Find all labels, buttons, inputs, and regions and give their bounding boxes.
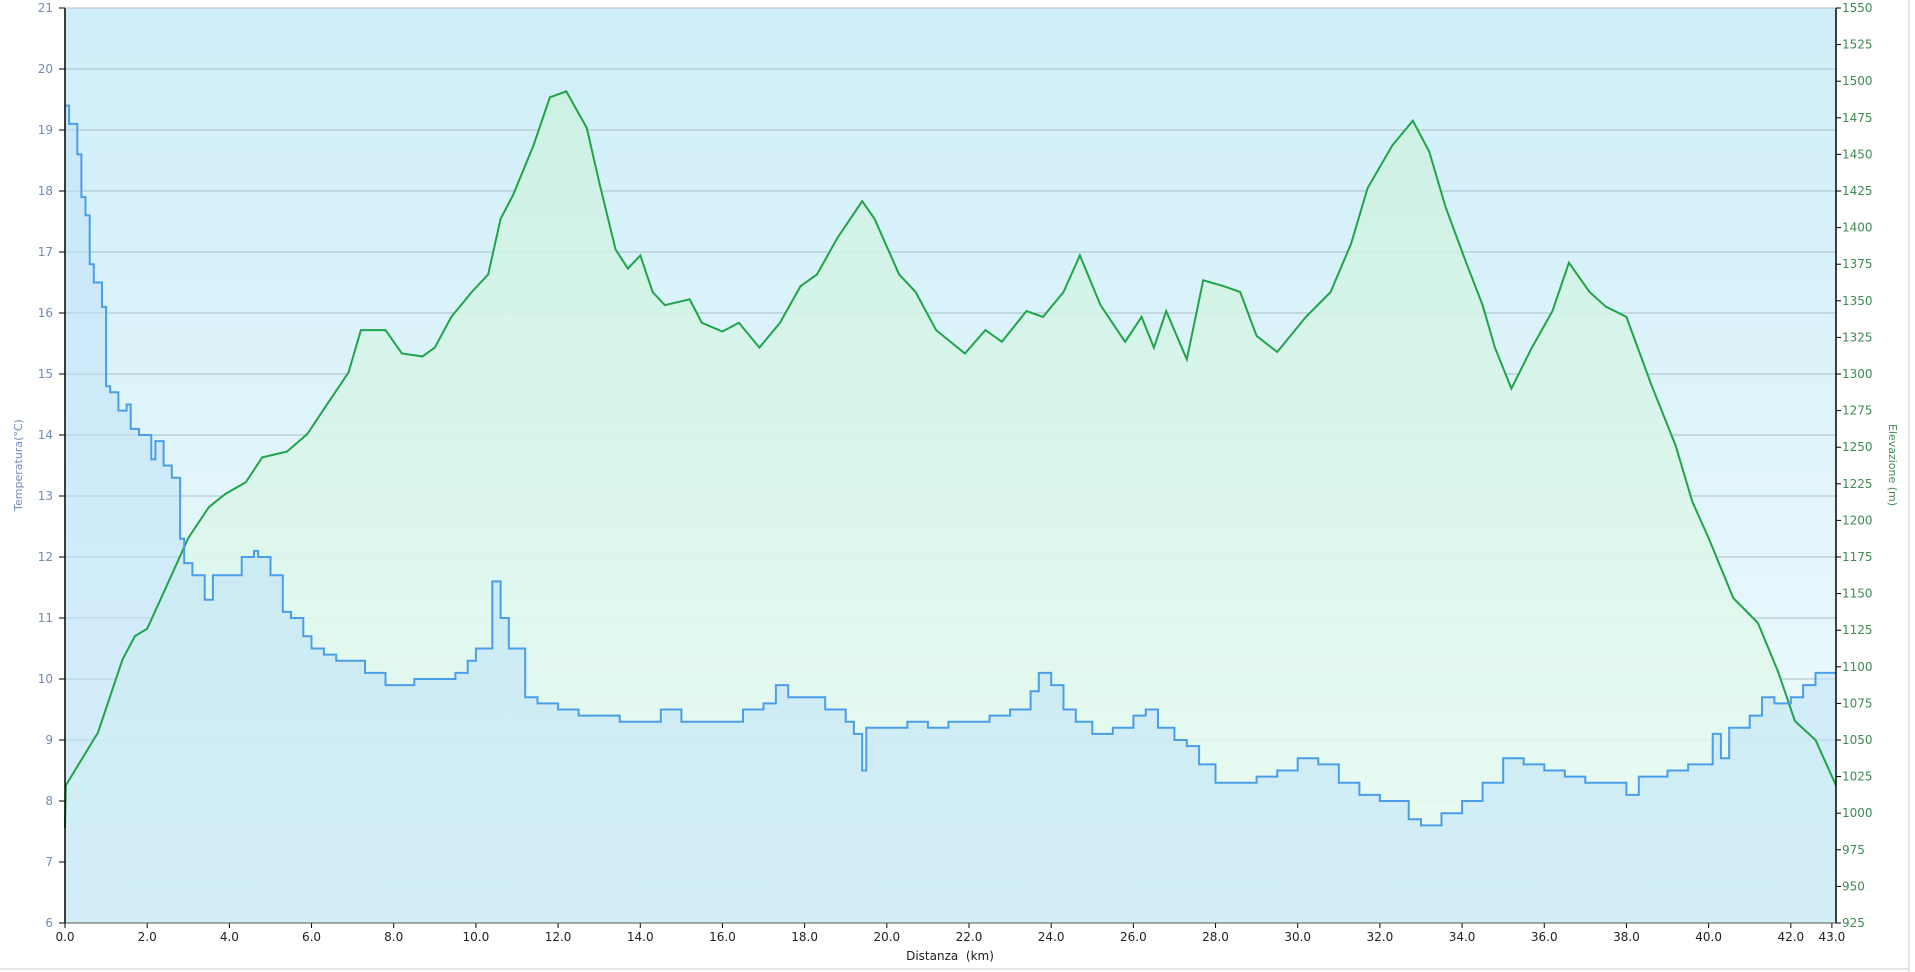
x-tick-label: 18.0 — [791, 930, 818, 944]
right-tick-label: 1150 — [1842, 587, 1873, 601]
temperature-line — [65, 104, 1836, 827]
left-tick-label: 14 — [38, 428, 53, 442]
left-tick-label: 13 — [38, 489, 53, 503]
right-tick-label: 1100 — [1842, 660, 1873, 674]
left-tick-label: 6 — [45, 916, 53, 930]
left-tick-label: 11 — [38, 611, 53, 625]
left-tick-label: 15 — [38, 367, 53, 381]
x-tick-label: 8.0 — [384, 930, 403, 944]
left-tick-label: 16 — [38, 306, 53, 320]
x-tick-label: 32.0 — [1367, 930, 1394, 944]
right-axis-title: Elevazione (m) — [1886, 424, 1899, 506]
right-tick-label: 1450 — [1842, 147, 1873, 161]
x-tick-label: 40.0 — [1695, 930, 1722, 944]
right-tick-label: 1325 — [1842, 330, 1873, 344]
x-tick-label: 16.0 — [709, 930, 736, 944]
x-tick-label: 36.0 — [1531, 930, 1558, 944]
x-tick-label: 12.0 — [545, 930, 572, 944]
frame-border-bottom — [0, 968, 1910, 970]
right-tick-label: 1500 — [1842, 74, 1873, 88]
right-tick-label: 1525 — [1842, 38, 1873, 52]
right-tick-label: 975 — [1842, 843, 1865, 857]
right-tick-label: 1025 — [1842, 770, 1873, 784]
left-tick-label: 17 — [38, 245, 53, 259]
x-tick-label: 43.0 — [1819, 930, 1846, 944]
left-tick-label: 12 — [38, 550, 53, 564]
left-tick-label: 19 — [38, 123, 53, 137]
right-tick-label: 1075 — [1842, 696, 1873, 710]
x-tick-label: 4.0 — [220, 930, 239, 944]
right-tick-label: 1250 — [1842, 440, 1873, 454]
right-tick-label: 1275 — [1842, 404, 1873, 418]
temperature-area — [65, 105, 1836, 924]
x-tick-label: 42.0 — [1777, 930, 1804, 944]
left-tick-label: 8 — [45, 794, 53, 808]
x-tick-label: 14.0 — [627, 930, 654, 944]
frame-border-right — [1908, 0, 1910, 972]
x-tick-label: 0.0 — [55, 930, 74, 944]
left-tick-label: 9 — [45, 733, 53, 747]
x-tick-label: 30.0 — [1284, 930, 1311, 944]
right-tick-label: 1475 — [1842, 111, 1873, 125]
left-tick-label: 10 — [38, 672, 53, 686]
elevation-line — [64, 90, 1837, 828]
right-tick-label: 1350 — [1842, 294, 1873, 308]
right-tick-label: 1050 — [1842, 733, 1873, 747]
right-tick-label: 1550 — [1842, 1, 1873, 15]
x-axis-title: Distanza (km) — [906, 949, 994, 963]
left-axis-title: Temperatura(°C) — [12, 419, 25, 512]
left-tick-label: 18 — [38, 184, 53, 198]
axes: 6 7 8 9 10 11 12 13 14 15 16 17 18 19 20 21 925 950 975 100… — [38, 1, 1873, 944]
right-tick-label: 1400 — [1842, 221, 1873, 235]
right-tick-label: 1225 — [1842, 477, 1873, 491]
right-tick-label: 1300 — [1842, 367, 1873, 381]
right-tick-label: 1125 — [1842, 623, 1873, 637]
x-tick-label: 6.0 — [302, 930, 321, 944]
x-tick-label: 2.0 — [138, 930, 157, 944]
x-tick-label: 38.0 — [1613, 930, 1640, 944]
x-tick-label: 24.0 — [1038, 930, 1065, 944]
right-tick-label: 1175 — [1842, 550, 1873, 564]
x-tick-label: 26.0 — [1120, 930, 1147, 944]
right-tick-label: 925 — [1842, 916, 1865, 930]
x-tick-label: 20.0 — [873, 930, 900, 944]
right-tick-label: 1375 — [1842, 257, 1873, 271]
left-tick-label: 7 — [45, 855, 53, 869]
x-tick-label: 28.0 — [1202, 930, 1229, 944]
right-tick-label: 950 — [1842, 879, 1865, 893]
right-tick-label: 1425 — [1842, 184, 1873, 198]
x-tick-label: 22.0 — [956, 930, 983, 944]
left-tick-label: 21 — [38, 1, 53, 15]
x-tick-label: 10.0 — [463, 930, 490, 944]
x-tick-label: 34.0 — [1449, 930, 1476, 944]
right-tick-label: 1200 — [1842, 513, 1873, 527]
left-tick-label: 20 — [38, 62, 53, 76]
right-tick-label: 1000 — [1842, 806, 1873, 820]
